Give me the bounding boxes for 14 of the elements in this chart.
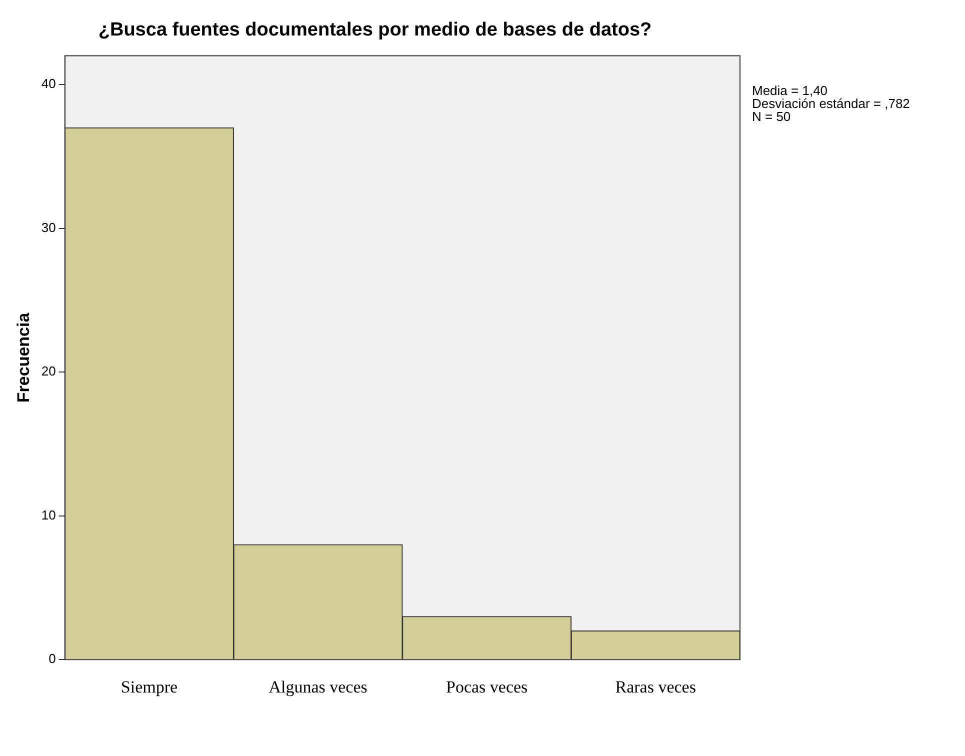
text: Media = 1,40: [752, 83, 829, 98]
y-tick-label: 20: [41, 364, 56, 379]
text: N = 50: [752, 109, 792, 124]
y-tick-label: 0: [48, 651, 56, 666]
y-tick-label: 40: [41, 76, 56, 92]
x-tick-label: Siempre: [120, 677, 178, 696]
chart-title: ¿Busca fuentes documentales por medio de bases de datos?: [98, 20, 652, 41]
x-tick-label: Pocas veces: [446, 677, 528, 696]
y-tick-label: 10: [41, 507, 56, 522]
text: Desviación estándar = ,782: [752, 96, 910, 111]
x-tick-label: Raras veces: [615, 677, 696, 696]
x-tick-label: Algunas veces: [268, 677, 368, 696]
y-axis-title: Frecuencia: [14, 312, 33, 403]
y-tick-label: 30: [41, 220, 56, 235]
